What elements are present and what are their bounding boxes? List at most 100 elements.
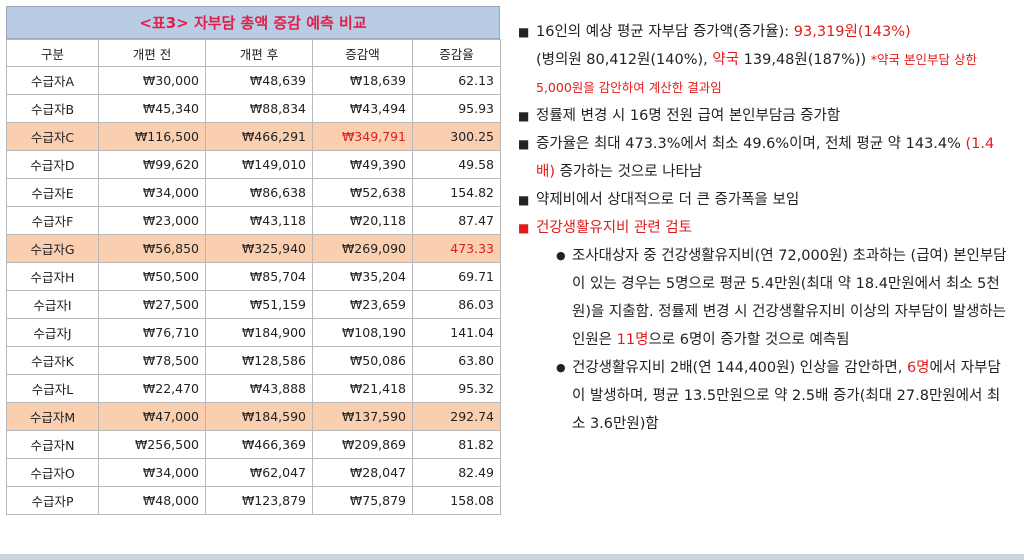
- note-text: 139,48원(187%)): [739, 52, 871, 68]
- table-row: 수급자L ₩22,470 ₩43,888 ₩21,418 95.32: [6, 374, 501, 403]
- row-diff-cell: ₩18,639: [312, 66, 413, 95]
- row-name-cell: 수급자E: [6, 178, 99, 207]
- row-before-cell: ₩27,500: [98, 290, 206, 319]
- row-after-cell: ₩51,159: [205, 290, 313, 319]
- note-text: 약제비에서 상대적으로 더 큰 증가폭을 보임: [536, 192, 800, 208]
- row-rate-cell: 292.74: [412, 402, 501, 431]
- square-bullet-icon: ■: [518, 193, 530, 207]
- row-diff-cell: ₩49,390: [312, 150, 413, 179]
- table-row: 수급자M ₩47,000 ₩184,590 ₩137,590 292.74: [6, 402, 501, 431]
- row-after-cell: ₩62,047: [205, 458, 313, 487]
- square-bullet-icon: ■: [518, 25, 530, 39]
- row-rate-cell: 69.71: [412, 262, 501, 291]
- row-diff-cell: ₩35,204: [312, 262, 413, 291]
- note-text: 16인의 예상 평균 자부담 증가액(증가율):: [536, 24, 794, 40]
- table-row: 수급자I ₩27,500 ₩51,159 ₩23,659 86.03: [6, 290, 501, 319]
- note-highlight: 93,319원(143%): [793, 24, 911, 40]
- row-after-cell: ₩184,900: [205, 318, 313, 347]
- note-health-allowance-heading: ■ 건강생활유지비 관련 검토: [512, 214, 1012, 242]
- note-highlight: (1.4배): [536, 136, 995, 180]
- row-diff-cell: ₩75,879: [312, 486, 413, 515]
- row-after-cell: ₩184,590: [205, 402, 313, 431]
- row-after-cell: ₩466,291: [205, 122, 313, 151]
- row-name-cell: 수급자O: [6, 458, 99, 487]
- row-name-cell: 수급자K: [6, 346, 99, 375]
- row-before-cell: ₩23,000: [98, 206, 206, 235]
- row-diff-cell: ₩52,638: [312, 178, 413, 207]
- row-after-cell: ₩466,369: [205, 430, 313, 459]
- table-row: 수급자E ₩34,000 ₩86,638 ₩52,638 154.82: [6, 178, 501, 207]
- row-name-cell: 수급자M: [6, 402, 99, 431]
- row-name-cell: 수급자I: [6, 290, 99, 319]
- row-rate-cell: 87.47: [412, 206, 501, 235]
- header-rate: 증감율: [412, 39, 501, 67]
- row-after-cell: ₩123,879: [205, 486, 313, 515]
- row-before-cell: ₩50,500: [98, 262, 206, 291]
- row-after-cell: ₩48,639: [205, 66, 313, 95]
- header-category: 구분: [6, 39, 99, 67]
- note-text: 으로 6명이 증가할 것으로 예측됨: [648, 332, 850, 348]
- row-after-cell: ₩43,888: [205, 374, 313, 403]
- table-title: <표3> 자부담 총액 증감 예측 비교: [6, 6, 500, 39]
- row-diff-cell: ₩21,418: [312, 374, 413, 403]
- row-name-cell: 수급자B: [6, 94, 99, 123]
- square-bullet-icon: ■: [518, 109, 530, 123]
- row-after-cell: ₩43,118: [205, 206, 313, 235]
- row-name-cell: 수급자J: [6, 318, 99, 347]
- row-diff-cell: ₩28,047: [312, 458, 413, 487]
- row-name-cell: 수급자F: [6, 206, 99, 235]
- row-before-cell: ₩30,000: [98, 66, 206, 95]
- note-text: 증가율은 최대 473.3%에서 최소 49.6%이며, 전체 평균 약 143…: [536, 136, 966, 152]
- table-row: 수급자O ₩34,000 ₩62,047 ₩28,047 82.49: [6, 458, 501, 487]
- row-before-cell: ₩116,500: [98, 122, 206, 151]
- row-name-cell: 수급자A: [6, 66, 99, 95]
- table-row: 수급자K ₩78,500 ₩128,586 ₩50,086 63.80: [6, 346, 501, 375]
- row-before-cell: ₩22,470: [98, 374, 206, 403]
- row-rate-cell: 154.82: [412, 178, 501, 207]
- row-rate-cell: 158.08: [412, 486, 501, 515]
- row-rate-cell: 81.82: [412, 430, 501, 459]
- row-rate-cell: 49.58: [412, 150, 501, 179]
- table-row: 수급자A ₩30,000 ₩48,639 ₩18,639 62.13: [6, 66, 501, 95]
- row-before-cell: ₩47,000: [98, 402, 206, 431]
- row-diff-cell: ₩137,590: [312, 402, 413, 431]
- table-row: 수급자F ₩23,000 ₩43,118 ₩20,118 87.47: [6, 206, 501, 235]
- row-name-cell: 수급자G: [6, 234, 99, 263]
- row-after-cell: ₩149,010: [205, 150, 313, 179]
- table-row: 수급자B ₩45,340 ₩88,834 ₩43,494 95.93: [6, 94, 501, 123]
- header-before: 개편 전: [98, 39, 206, 67]
- row-rate-cell: 86.03: [412, 290, 501, 319]
- table-row: 수급자H ₩50,500 ₩85,704 ₩35,204 69.71: [6, 262, 501, 291]
- row-name-cell: 수급자N: [6, 430, 99, 459]
- header-after: 개편 후: [205, 39, 313, 67]
- row-rate-cell: 141.04: [412, 318, 501, 347]
- note-highlight: 11명: [616, 332, 649, 348]
- bottom-bar: [0, 554, 1024, 560]
- row-before-cell: ₩56,850: [98, 234, 206, 263]
- comparison-table: 구분 개편 전 개편 후 증감액 증감율 수급자A ₩30,000 ₩48,639 ₩…: [6, 39, 501, 515]
- row-before-cell: ₩34,000: [98, 178, 206, 207]
- square-bullet-icon: ■: [518, 221, 530, 235]
- row-before-cell: ₩34,000: [98, 458, 206, 487]
- note-highlight: 약국: [712, 52, 740, 68]
- comparison-table-container: <표3> 자부담 총액 증감 예측 비교 구분 개편 전 개편 후 증감액 증감…: [6, 6, 501, 515]
- row-diff-cell: ₩269,090: [312, 234, 413, 263]
- row-after-cell: ₩85,704: [205, 262, 313, 291]
- row-rate-cell: 63.80: [412, 346, 501, 375]
- note-text: 정률제 변경 시 16명 전원 급여 본인부담금 증가함: [536, 108, 841, 124]
- row-before-cell: ₩99,620: [98, 150, 206, 179]
- subnote-health-allowance: ● 조사대상자 중 건강생활유지비(연 72,000원) 초과하는 (급여) 본…: [512, 242, 1012, 354]
- note-text: 건강생활유지비 2배(연 144,400원) 인상을 감안하면,: [572, 360, 907, 376]
- note-text: 에서 자부담이 발생하며, 평균 13.5만원으로 약 2.5배 증가(최대 2…: [572, 360, 1001, 432]
- row-rate-cell: 82.49: [412, 458, 501, 487]
- note-increase-rate: ■ 증가율은 최대 473.3%에서 최소 49.6%이며, 전체 평균 약 1…: [512, 130, 1012, 186]
- square-bullet-icon: ■: [518, 137, 530, 151]
- row-rate-cell: 95.32: [412, 374, 501, 403]
- dot-bullet-icon: ●: [556, 361, 566, 374]
- row-rate-cell: 300.25: [412, 122, 501, 151]
- notes-panel: ■ 16인의 예상 평균 자부담 증가액(증가율): 93,319원(143%)…: [512, 18, 1012, 438]
- row-rate-cell: 473.33: [412, 234, 501, 263]
- note-drug-cost: ■ 약제비에서 상대적으로 더 큰 증가폭을 보임: [512, 186, 1012, 214]
- row-before-cell: ₩78,500: [98, 346, 206, 375]
- row-diff-cell: ₩108,190: [312, 318, 413, 347]
